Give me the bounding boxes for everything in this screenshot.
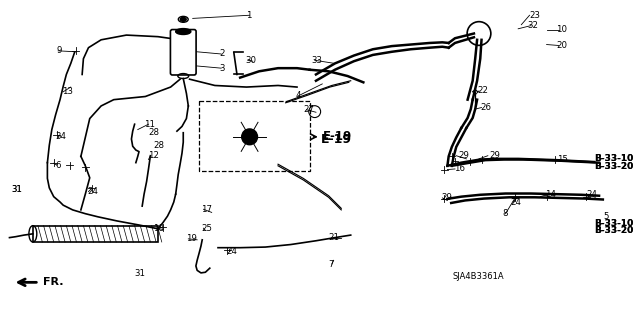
Text: 32: 32 [527,21,539,30]
Text: 14: 14 [545,190,556,199]
Text: 34: 34 [56,132,67,141]
Text: 28: 28 [153,141,164,150]
Text: 10: 10 [556,25,567,34]
Text: 28: 28 [148,128,159,137]
Text: 3: 3 [220,64,225,73]
Text: B-33-10: B-33-10 [594,219,633,228]
Text: B-33-10: B-33-10 [594,154,633,163]
Text: 6: 6 [56,161,61,170]
Text: B-33-20: B-33-20 [594,226,633,235]
Text: 24: 24 [226,247,237,256]
Text: B-33-20: B-33-20 [594,226,633,235]
Text: 33: 33 [311,56,322,65]
Text: 16: 16 [454,165,465,174]
Text: 11: 11 [144,120,155,129]
Text: 12: 12 [148,151,159,160]
Text: 23: 23 [529,11,541,20]
Text: 2: 2 [220,49,225,58]
Text: 31: 31 [12,185,22,194]
Text: FR.: FR. [43,277,63,287]
Text: SJA4B3361A: SJA4B3361A [452,272,504,281]
Text: 29: 29 [441,193,452,203]
Text: 7: 7 [328,260,334,269]
Ellipse shape [175,29,191,34]
Text: B-33-20: B-33-20 [594,162,633,171]
Text: E-19: E-19 [321,132,352,145]
Text: B-33-10: B-33-10 [594,219,633,228]
Text: 24: 24 [511,197,522,206]
Text: B-33-10: B-33-10 [594,154,633,163]
Ellipse shape [180,17,186,21]
Text: 22: 22 [477,86,488,95]
Text: B-33-20: B-33-20 [594,162,633,171]
Text: 15: 15 [557,155,568,164]
Bar [33,226,158,242]
Text: 27: 27 [303,105,314,114]
Text: 29: 29 [458,151,469,160]
Text: 19: 19 [186,234,197,243]
Text: 1: 1 [246,11,252,20]
Text: 24: 24 [586,190,597,199]
Text: 24: 24 [87,187,98,196]
Text: E-19: E-19 [323,130,352,143]
Text: 13: 13 [62,87,73,96]
Text: 4: 4 [296,91,301,100]
Text: 20: 20 [556,41,567,50]
Text: 18: 18 [153,224,164,233]
FancyBboxPatch shape [170,30,196,75]
Text: 31: 31 [12,185,22,194]
Text: 25: 25 [201,224,212,233]
Text: 29: 29 [490,151,500,160]
Text: 26: 26 [480,103,492,112]
Text: 21: 21 [328,233,340,242]
Text: 9: 9 [57,46,62,55]
Text: 5: 5 [604,212,609,221]
Text: 31: 31 [134,269,145,278]
Bar [199,101,310,171]
Text: 8: 8 [502,209,508,218]
Circle shape [242,129,257,145]
Text: 30: 30 [245,56,256,65]
Text: 17: 17 [201,205,212,214]
